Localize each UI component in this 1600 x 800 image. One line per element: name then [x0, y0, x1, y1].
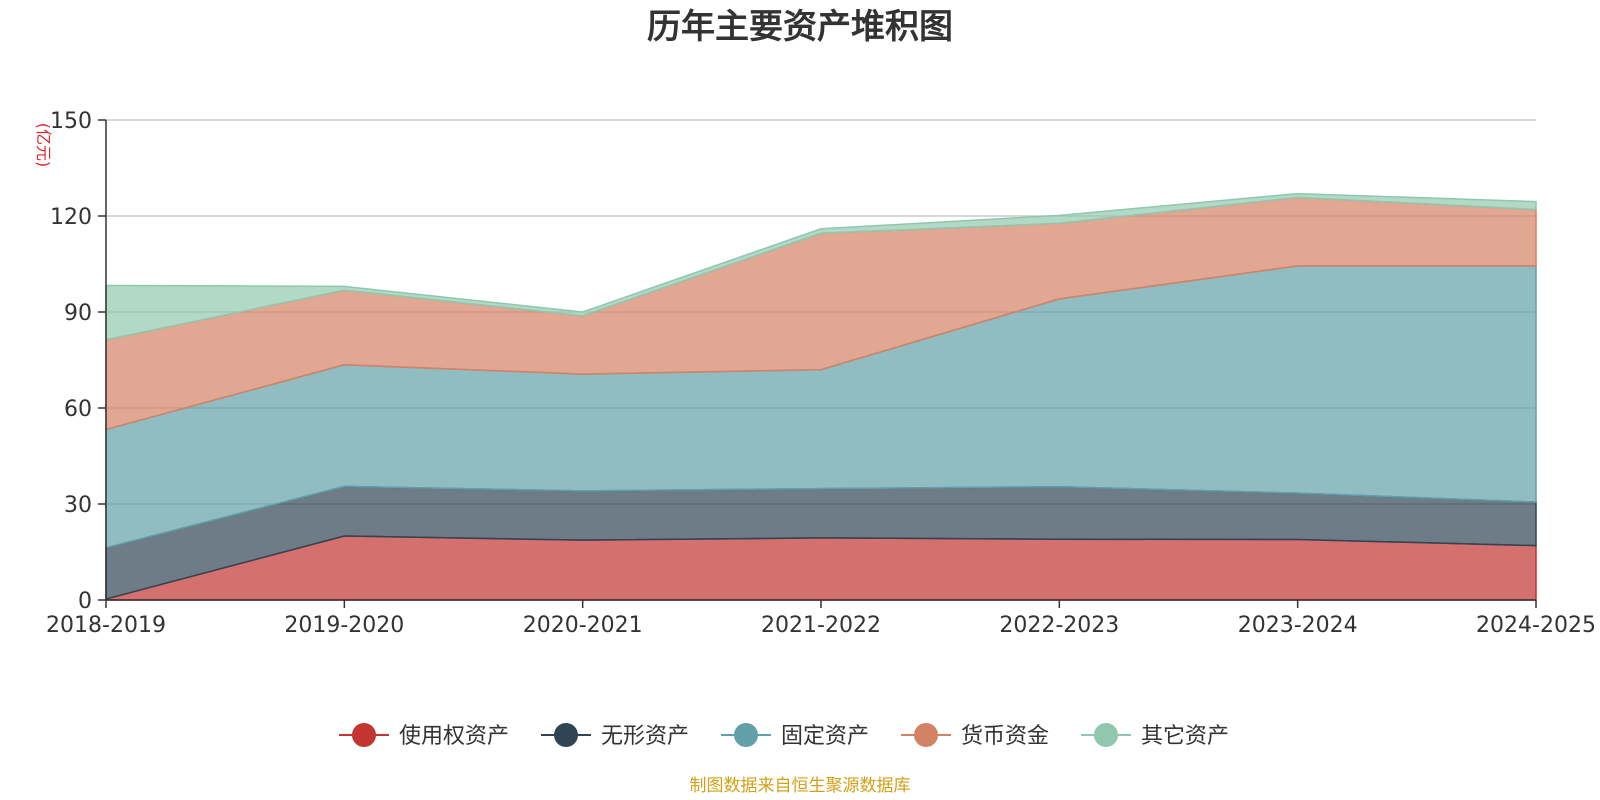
- y-tick-label-120: 120: [50, 205, 92, 230]
- legend-marker-2: [734, 723, 758, 747]
- y-axis-unit-label: (亿元): [34, 123, 53, 168]
- chart-title: 历年主要资产堆积图: [647, 7, 953, 47]
- legend-label-3: 货币资金: [961, 724, 1049, 749]
- y-tick-label-0: 0: [78, 589, 92, 614]
- x-tick-label-5: 2023-2024: [1238, 613, 1358, 638]
- y-tick-label-60: 60: [64, 397, 92, 422]
- data-source-note: 制图数据来自恒生聚源数据库: [690, 776, 911, 796]
- y-tick-label-90: 90: [64, 301, 92, 326]
- legend-label-4: 其它资产: [1141, 724, 1229, 749]
- x-tick-label-0: 2018-2019: [46, 613, 166, 638]
- y-tick-label-150: 150: [50, 109, 92, 134]
- area-series-group: [105, 192, 1537, 601]
- axes: 0 30 60 90 120 150 2018-2019 2019-2020 2020-2021…: [46, 109, 1596, 638]
- legend-marker-4: [1094, 723, 1118, 747]
- legend-item-3[interactable]: 货币资金: [901, 723, 1049, 749]
- legend-item-4[interactable]: 其它资产: [1081, 723, 1229, 749]
- x-tick-label-1: 2019-2020: [284, 613, 404, 638]
- x-tick-label-6: 2024-2025: [1476, 613, 1596, 638]
- x-tick-label-2: 2020-2021: [523, 613, 643, 638]
- legend-label-1: 无形资产: [601, 724, 689, 749]
- x-tick-label-3: 2021-2022: [761, 613, 881, 638]
- legend[interactable]: 使用权资产 无形资产 固定资产 货币资金 其它资产: [339, 723, 1229, 749]
- legend-item-1[interactable]: 无形资产: [541, 723, 689, 749]
- area-series-0[interactable]: [105, 535, 1537, 601]
- y-tick-label-30: 30: [64, 493, 92, 518]
- legend-item-0[interactable]: 使用权资产: [339, 723, 509, 749]
- legend-marker-3: [914, 723, 938, 747]
- legend-item-2[interactable]: 固定资产: [721, 723, 869, 749]
- legend-label-0: 使用权资产: [399, 724, 509, 749]
- legend-label-2: 固定资产: [781, 724, 869, 749]
- legend-marker-1: [554, 723, 578, 747]
- legend-marker-0: [352, 723, 376, 747]
- x-tick-label-4: 2022-2023: [999, 613, 1119, 638]
- area-series-4[interactable]: [105, 192, 1537, 341]
